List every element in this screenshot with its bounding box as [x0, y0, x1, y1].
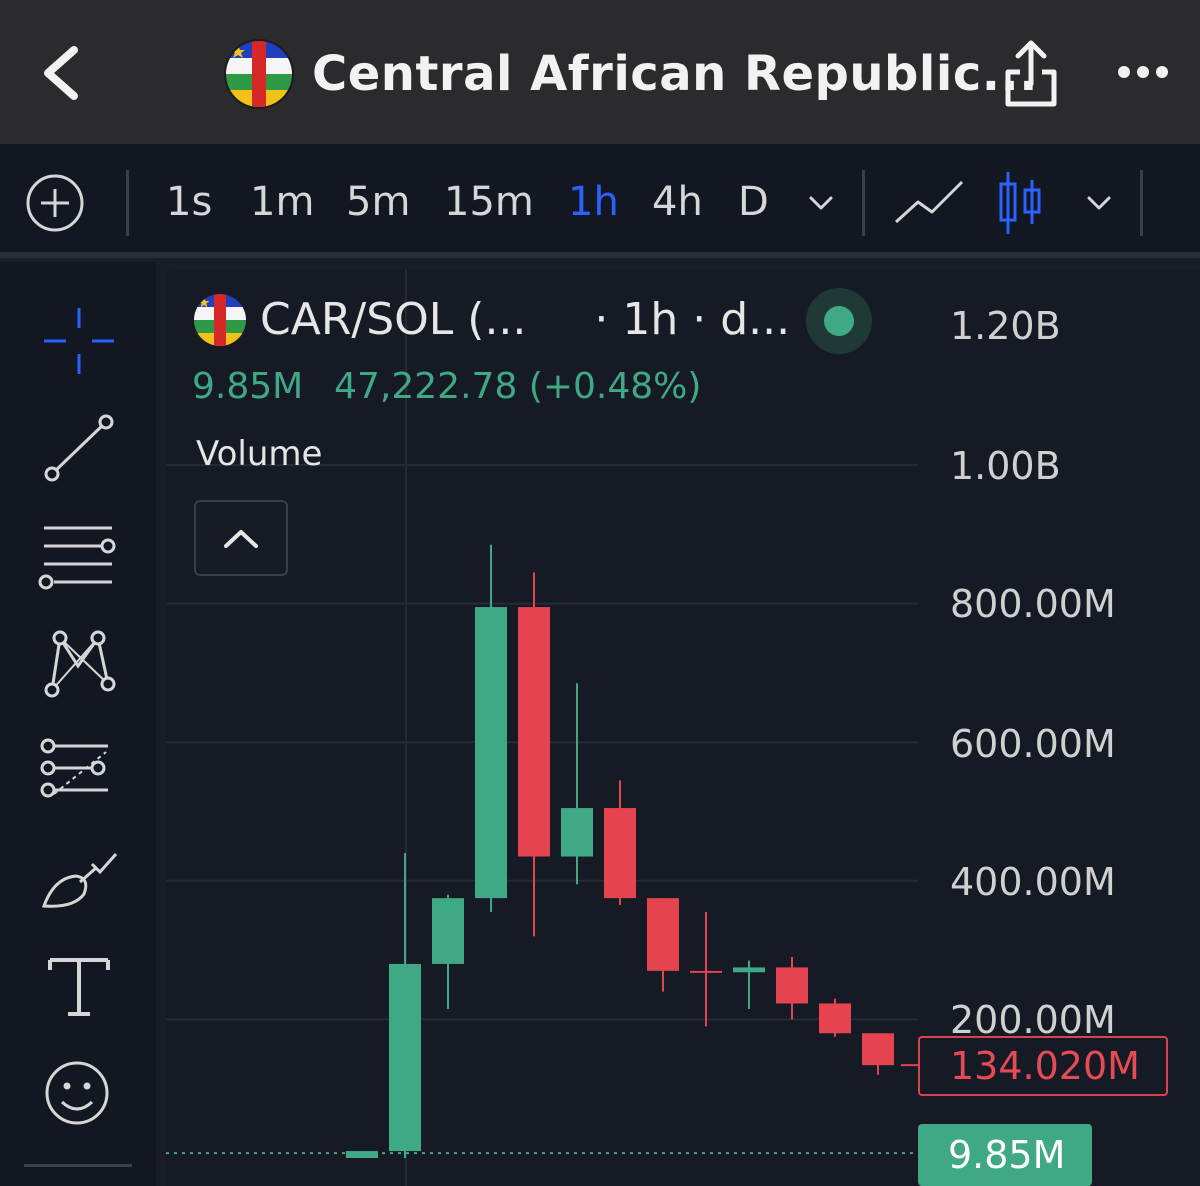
candle[interactable] — [733, 960, 765, 1010]
candle-body — [561, 808, 593, 857]
trend-line-icon — [44, 414, 114, 482]
axis-label: 1.20B — [950, 304, 1061, 348]
line-chart-button[interactable] — [892, 172, 966, 232]
candle[interactable] — [604, 780, 636, 906]
chevron-up-icon — [224, 530, 258, 548]
symbol-name: CAR/SOL (... — [260, 294, 527, 345]
sidebar-divider — [24, 1164, 132, 1167]
current-price-tag: 134.020M — [918, 1036, 1168, 1096]
crosshair-icon — [44, 308, 114, 374]
drawing-tools-sidebar — [0, 262, 156, 1186]
candle[interactable] — [776, 957, 808, 1020]
add-indicator-button[interactable] — [24, 172, 86, 234]
price-axis[interactable] — [918, 270, 1200, 1186]
line-chart-icon — [894, 180, 964, 224]
collapse-legend-button[interactable] — [194, 500, 288, 576]
candle-body — [733, 967, 765, 973]
more-horizontal-icon — [1118, 66, 1168, 78]
axis-label: 200.00M — [950, 998, 1116, 1042]
chevron-down-icon — [1087, 196, 1111, 210]
interval-text: · 1h · d... — [594, 294, 791, 345]
emoji-icon — [45, 1061, 109, 1125]
legend-price-change: 47,222.78 (+0.48%) — [334, 366, 702, 407]
text-icon — [48, 958, 110, 1016]
candle-body — [346, 1151, 378, 1158]
axis-label: 400.00M — [950, 860, 1116, 904]
timeframe-1m[interactable]: 1m — [250, 179, 315, 225]
share-icon — [1005, 40, 1057, 107]
candle-body — [776, 967, 808, 1004]
timeframe-5m[interactable]: 5m — [346, 179, 411, 225]
candle-body — [432, 898, 464, 964]
axis-label: 800.00M — [950, 582, 1116, 626]
timeframe-1h[interactable]: 1h — [568, 179, 619, 225]
candle-body — [647, 898, 679, 971]
back-button[interactable] — [34, 40, 94, 106]
candle-body — [819, 1003, 851, 1034]
legend-values: 9.85M 47,222.78 (+0.48%) — [192, 366, 701, 407]
toolbar-divider — [1140, 170, 1143, 236]
candlestick-chart-button[interactable] — [994, 168, 1046, 238]
candlestick-icon — [999, 172, 1041, 234]
pattern-tool[interactable] — [36, 622, 122, 708]
candle-body — [518, 607, 550, 857]
axis-label: 600.00M — [950, 722, 1116, 766]
central-african-republic-flag-icon — [194, 294, 246, 346]
candlestick-chart[interactable] — [166, 270, 918, 1186]
share-button[interactable] — [1000, 38, 1062, 110]
toolbar-divider — [126, 170, 129, 236]
candle[interactable] — [432, 894, 464, 1010]
text-tool[interactable] — [36, 944, 122, 1030]
candle-body — [604, 808, 636, 899]
volume-tag: 9.85M — [918, 1124, 1092, 1186]
candle-body — [389, 963, 421, 1152]
crosshair-tool[interactable] — [36, 298, 122, 384]
fib-retracement-icon — [40, 738, 108, 798]
chart-toolbar: 1s 1m 5m 15m 1h 4h D — [0, 144, 1200, 258]
legend-volume-value: 9.85M — [192, 366, 304, 407]
horizontal-lines-tool[interactable] — [36, 516, 122, 602]
fib-retracement-tool[interactable] — [36, 732, 122, 818]
axis-label: 1.00B — [950, 444, 1061, 488]
trend-line-tool[interactable] — [36, 406, 122, 492]
brush-tool[interactable] — [36, 838, 122, 924]
plus-circle-icon — [26, 174, 84, 232]
live-status-indicator — [806, 288, 872, 354]
title-group: Central African Republic... — [224, 38, 1038, 110]
volume-indicator-label[interactable]: Volume — [196, 434, 323, 474]
more-options-button[interactable] — [1112, 52, 1174, 92]
candle[interactable] — [518, 572, 550, 937]
header-bar: Central African Republic... — [0, 0, 1200, 144]
timeframe-15m[interactable]: 15m — [444, 179, 534, 225]
candle[interactable] — [862, 1033, 894, 1075]
chevron-left-icon — [44, 46, 78, 100]
horizontal-lines-icon — [38, 526, 116, 590]
status-dot-icon — [824, 306, 854, 336]
timeframe-D[interactable]: D — [738, 179, 769, 225]
page-title: Central African Republic... — [312, 46, 1038, 102]
candle[interactable] — [819, 998, 851, 1037]
candle-body — [862, 1033, 894, 1066]
chart-type-dropdown-button[interactable] — [1082, 188, 1116, 218]
brush-icon — [41, 853, 118, 908]
emoji-tool[interactable] — [36, 1050, 122, 1136]
candle[interactable] — [346, 1151, 378, 1158]
pattern-icon — [44, 630, 116, 698]
central-african-republic-flag-icon — [224, 39, 294, 109]
timeframe-1s[interactable]: 1s — [166, 179, 213, 225]
timeframe-4h[interactable]: 4h — [652, 179, 703, 225]
candle-body — [690, 970, 722, 973]
candle[interactable] — [389, 853, 421, 1158]
candle-body — [475, 607, 507, 899]
toolbar-divider — [862, 170, 865, 236]
chevron-down-icon — [809, 196, 833, 210]
candle[interactable] — [561, 683, 593, 885]
candle[interactable] — [647, 898, 679, 992]
candle[interactable] — [475, 544, 507, 912]
candle[interactable] — [690, 911, 722, 1027]
timeframe-dropdown-button[interactable] — [804, 188, 838, 218]
legend-symbol[interactable]: CAR/SOL (... · 1h · d... — [260, 294, 790, 345]
